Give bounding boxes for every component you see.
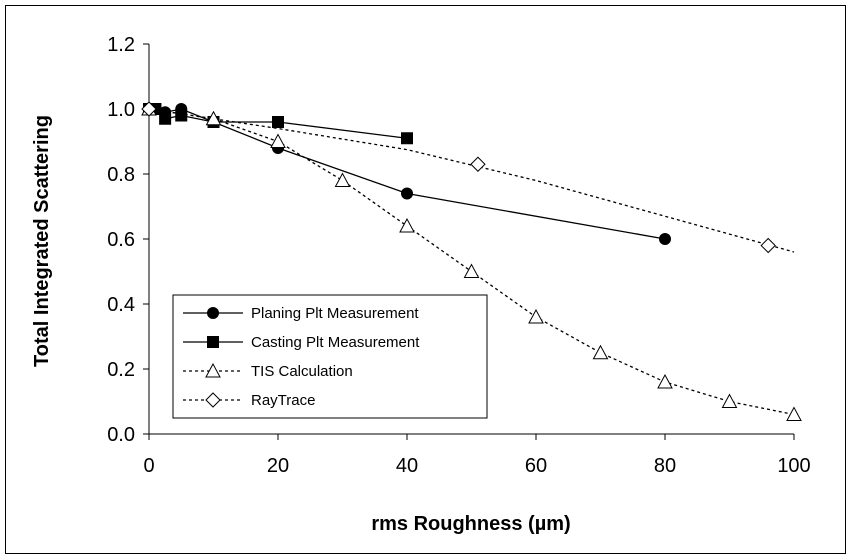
legend-marker [205,362,221,378]
series-4-point [760,237,776,254]
series-2-point [175,109,188,122]
series-1-point [659,233,671,245]
x-tick-label: 0 [143,455,154,477]
chart: 0.0 0.2 0.4 0.6 0.8 1.0 1.2 0 20 40 60 80 100 Planin… [31,34,811,535]
legend-label: Casting Plt Measurement [251,334,420,351]
series-3-point [463,263,480,278]
x-tick-label: 100 [777,455,810,477]
legend-marker [207,336,219,348]
series-3-point [721,393,738,408]
y-tick-label: 1.2 [107,34,135,56]
x-tick-label: 60 [525,455,547,477]
series-3-point [205,110,222,126]
series-3-point [592,344,609,360]
y-tick-label: 1.0 [107,99,135,121]
series-2-point [401,132,413,145]
legend-label: TIS Calculation [251,363,353,380]
series-3-point [334,172,351,187]
series-3-point [657,373,673,389]
y-tick-label: 0.2 [107,359,135,381]
series-2-point [272,116,284,128]
x-axis-title: rms Roughness (µm) [371,513,570,535]
series-2-point [159,112,172,125]
y-axis-title: Total Integrated Scattering [31,115,53,367]
series-3-point [270,133,286,148]
legend-box [172,294,488,419]
legend-marker [205,392,221,408]
legend-label: Planing Plt Measurement [251,305,419,322]
y-tick-label: 0.6 [107,229,135,251]
series-3-point [399,217,415,233]
series-3-point [528,308,544,324]
y-tick-label: 0.4 [107,294,135,316]
chart-frame: 0.0 0.2 0.4 0.6 0.8 1.0 1.2 0 20 40 60 80 100 Planin… [5,5,846,554]
series-1-point [401,187,413,200]
series-3-point [786,406,802,421]
series-4-point [470,156,486,172]
x-tick-label: 40 [396,455,418,477]
series-line-4 [148,108,795,253]
series-4-point [141,101,157,117]
y-tick-label: 0.8 [107,164,135,186]
legend-marker [207,307,219,319]
x-tick-label: 20 [267,455,289,477]
legend-label: RayTrace [251,392,315,409]
x-tick-label: 80 [654,455,676,477]
y-tick-label: 0.0 [107,424,135,446]
